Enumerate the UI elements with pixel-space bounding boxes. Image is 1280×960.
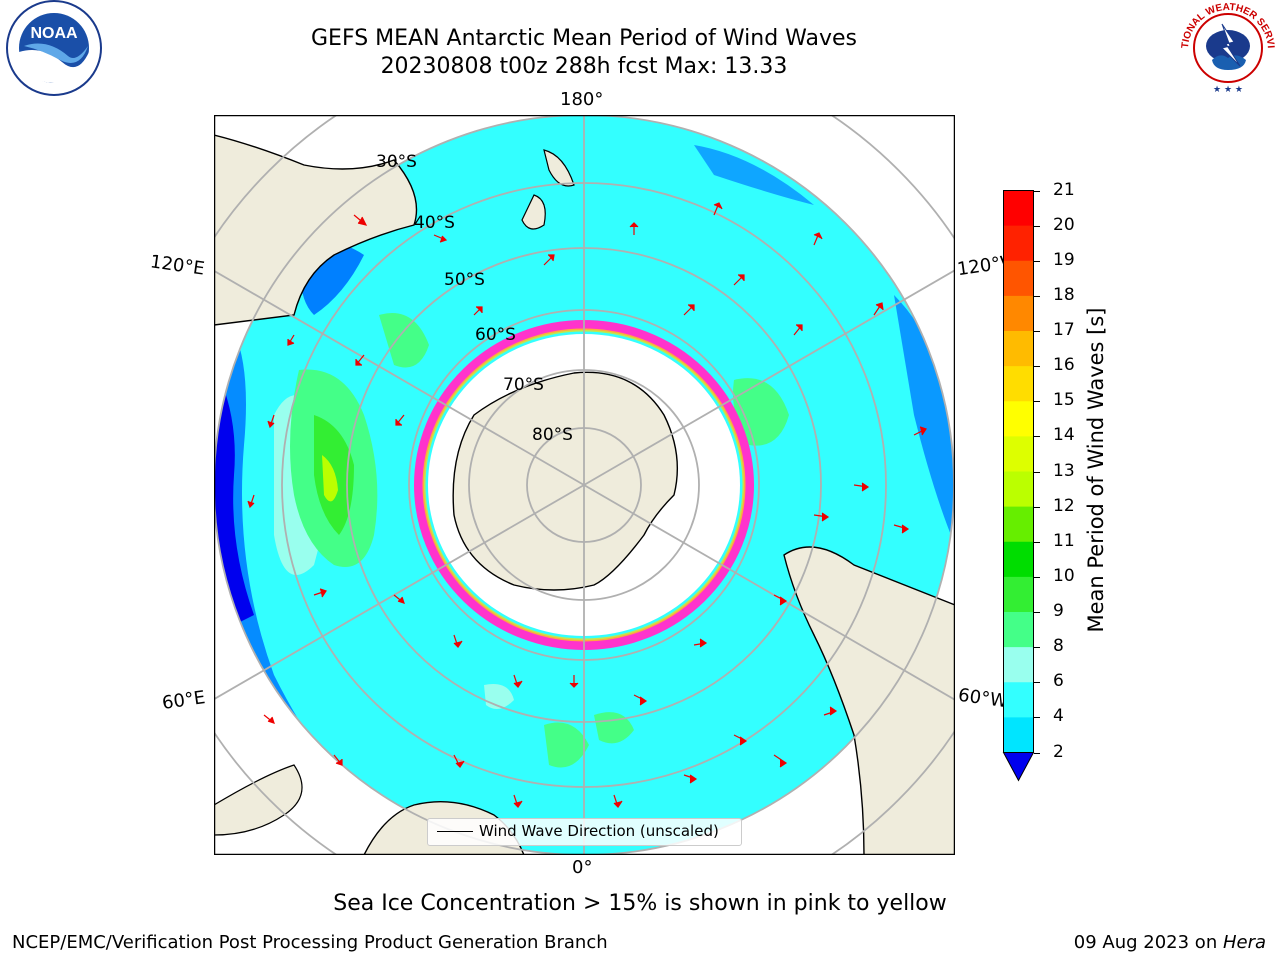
colorbar-cell xyxy=(1003,541,1034,578)
colorbar-tick-label: 11 xyxy=(1053,530,1075,551)
map-frame xyxy=(214,115,955,855)
colorbar-tick-mark xyxy=(1034,647,1040,649)
colorbar-tick-mark xyxy=(1034,331,1040,332)
sea-ice-note: Sea Ice Concentration > 15% is shown in … xyxy=(333,891,947,916)
lat-label-80s: 80°S xyxy=(532,425,573,445)
antarctica-landmass xyxy=(452,371,678,591)
south-america-landmass xyxy=(783,546,955,855)
colorbar-tick-label: 18 xyxy=(1053,284,1075,305)
lat-label-50s: 50°S xyxy=(444,270,485,290)
colorbar-tick-label: 9 xyxy=(1053,601,1064,621)
colorbar-tick-mark xyxy=(1034,225,1040,227)
colorbar-tick-mark xyxy=(1034,401,1040,403)
colorbar-cell xyxy=(1003,471,1034,508)
colorbar-tick-label: 8 xyxy=(1053,636,1064,657)
colorbar-cell xyxy=(1003,331,1034,367)
colorbar-cell xyxy=(1003,225,1034,262)
map-legend: Wind Wave Direction (unscaled) xyxy=(427,818,742,846)
colorbar-extend-triangle xyxy=(1002,752,1035,782)
colorbar-cell xyxy=(1003,717,1034,753)
colorbar-tick-label: 12 xyxy=(1053,495,1075,516)
colorbar-tick-mark xyxy=(1034,471,1040,473)
lon-label-120e: 120°E xyxy=(148,251,206,280)
colorbar-tick-label: 17 xyxy=(1053,320,1075,340)
colorbar-tick-label: 15 xyxy=(1053,390,1075,411)
colorbar-cell xyxy=(1003,647,1034,683)
colorbar-tick-mark xyxy=(1034,717,1040,719)
legend-label: Wind Wave Direction (unscaled) xyxy=(479,822,719,840)
colorbar-tick-label: 10 xyxy=(1053,565,1075,586)
colorbar-tick-mark xyxy=(1034,506,1040,508)
lat-label-70s: 70°S xyxy=(503,375,544,395)
colorbar-cell xyxy=(1003,295,1034,332)
madagascar-landmass xyxy=(214,764,303,836)
colorbar-tick-mark xyxy=(1034,576,1040,578)
lon-label-60e: 60°E xyxy=(160,687,207,714)
colorbar-tick-label: 20 xyxy=(1053,214,1075,235)
chart-subtitle: 20230808 t00z 288h fcst Max: 13.33 xyxy=(380,54,788,79)
colorbar-cell xyxy=(1003,506,1034,543)
colorbar-tick-mark xyxy=(1034,752,1040,754)
colorbar-tick-label: 6 xyxy=(1053,671,1064,692)
colorbar-tick-mark xyxy=(1034,436,1040,438)
colorbar-tick-mark xyxy=(1034,682,1040,684)
colorbar-cell xyxy=(1003,260,1034,297)
colorbar xyxy=(1002,190,1035,782)
lat-label-30s: 30°S xyxy=(376,152,417,172)
colorbar-tick-label: 21 xyxy=(1053,179,1075,200)
colorbar-tick-mark xyxy=(1034,190,1040,192)
colorbar-tick-mark xyxy=(1034,295,1040,297)
colorbar-tick-mark xyxy=(1034,541,1040,543)
colorbar-cell xyxy=(1003,366,1034,402)
svg-text:NOAA: NOAA xyxy=(30,25,78,42)
footer-credit: NCEP/EMC/Verification Post Processing Pr… xyxy=(12,932,608,953)
colorbar-tick-label: 4 xyxy=(1053,706,1064,727)
colorbar-cell xyxy=(1003,682,1034,718)
nws-logo: NATIONAL WEATHER SERVICE ★ ★ ★ xyxy=(1176,0,1276,95)
svg-text:★ ★ ★: ★ ★ ★ xyxy=(1213,85,1243,95)
legend-line-sample xyxy=(437,831,473,832)
colorbar-tick-label: 2 xyxy=(1053,741,1064,762)
wind-wave-arrows xyxy=(247,202,927,808)
polar-map xyxy=(214,115,955,855)
noaa-logo: NOAA xyxy=(6,0,102,96)
colorbar-tick-mark xyxy=(1034,366,1040,368)
colorbar-cell xyxy=(1003,190,1034,227)
footer-host: Hera xyxy=(1222,932,1266,953)
colorbar-cell xyxy=(1003,612,1034,648)
colorbar-tick-label: 14 xyxy=(1053,425,1075,446)
lon-label-0: 0° xyxy=(572,857,593,878)
colorbar-tick-label: 19 xyxy=(1053,249,1075,270)
lon-label-180: 180° xyxy=(560,89,604,110)
colorbar-tick-mark xyxy=(1034,260,1040,262)
colorbar-cell xyxy=(1003,436,1034,472)
colorbar-tick-label: 16 xyxy=(1053,355,1075,376)
footer-date-text: 09 Aug 2023 on xyxy=(1073,932,1223,953)
lat-label-60s: 60°S xyxy=(475,325,516,345)
chart-title: GEFS MEAN Antarctic Mean Period of Wind … xyxy=(311,26,857,51)
colorbar-tick-label: 13 xyxy=(1053,460,1075,481)
colorbar-tick-mark xyxy=(1034,612,1040,613)
colorbar-title: Mean Period of Wind Waves [s] xyxy=(1084,307,1108,633)
lat-label-40s: 40°S xyxy=(414,213,455,233)
footer-date: 09 Aug 2023 on Hera xyxy=(1074,932,1266,953)
colorbar-cell xyxy=(1003,401,1034,437)
colorbar-cell xyxy=(1003,576,1034,613)
